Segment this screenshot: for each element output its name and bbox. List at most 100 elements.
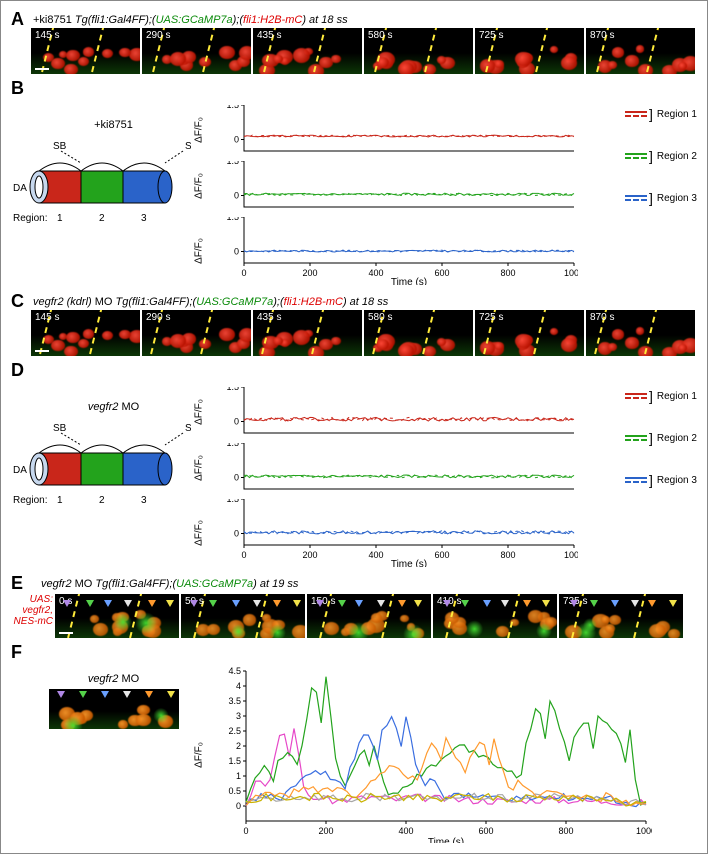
svg-text:0: 0 [241, 268, 246, 278]
svg-text:3: 3 [236, 711, 241, 721]
microscopy-frame [49, 689, 179, 729]
legend-label: Region 3 [657, 475, 697, 486]
arrowhead-marker [190, 600, 198, 607]
svg-text:3: 3 [141, 213, 147, 224]
svg-text:800: 800 [500, 550, 515, 560]
y-axis-label: ΔF/F₀ [194, 117, 205, 143]
y-axis-label: ΔF/F₀ [194, 742, 205, 768]
svg-text:Region:: Region: [13, 213, 47, 224]
microscopy-frame: 435 s [253, 28, 362, 74]
panel-f-title: vegfr2 MO [11, 673, 216, 685]
panel-f-chart: 00.511.522.533.544.502004006008001000Tim… [216, 667, 697, 843]
svg-text:2: 2 [236, 741, 241, 751]
svg-text:400: 400 [398, 826, 413, 836]
panel-a: A +ki8751 Tg(fli1:Gal4FF);(UAS:GCaMP7a);… [11, 9, 697, 74]
arrowhead-marker [523, 600, 531, 607]
microscopy-frame: 580 s [364, 28, 473, 74]
svg-text:0: 0 [234, 247, 239, 257]
arrowhead-marker [316, 600, 324, 607]
svg-text:2: 2 [99, 495, 105, 506]
microscopy-frame: 870 s [586, 28, 695, 74]
arrowhead-marker [167, 691, 175, 698]
svg-text:3.5: 3.5 [228, 696, 241, 706]
svg-text:0: 0 [241, 550, 246, 560]
svg-text:1.5: 1.5 [226, 387, 239, 392]
svg-text:DA: DA [13, 183, 27, 194]
panel-d: D vegfr2 MO SBSBDARegion:123 ΔF/F₀01.5ΔF… [11, 360, 697, 567]
panel-e-side-label: UAS: vegfr2, NES-mC [11, 592, 55, 627]
panel-c-label: C [11, 291, 24, 311]
svg-text:600: 600 [434, 268, 449, 278]
svg-text:SB: SB [53, 423, 67, 434]
arrowhead-marker [145, 691, 153, 698]
svg-text:0: 0 [236, 801, 241, 811]
trace-chart: 01.502004006008001000Time (s) [216, 499, 578, 567]
svg-text:Region:: Region: [13, 495, 47, 506]
y-axis-label: ΔF/F₀ [194, 238, 205, 264]
svg-text:SB: SB [53, 141, 67, 152]
legend-label: Region 2 [657, 151, 697, 162]
microscopy-frame: 290 s [142, 310, 251, 356]
arrowhead-marker [611, 600, 619, 607]
arrowhead-marker [63, 600, 71, 607]
arrowhead-marker [570, 600, 578, 607]
trace-chart: 01.502004006008001000Time (s) [216, 217, 578, 285]
frame-time: 435 s [257, 312, 281, 323]
arrowhead-marker [57, 691, 65, 698]
y-axis-label: ΔF/F₀ [194, 520, 205, 546]
arrowhead-marker [355, 600, 363, 607]
legend-label: Region 2 [657, 433, 697, 444]
svg-text:200: 200 [302, 550, 317, 560]
svg-text:0.5: 0.5 [228, 786, 241, 796]
svg-text:3: 3 [141, 495, 147, 506]
frame-time: 725 s [479, 30, 503, 41]
microscopy-frame: 0 s [55, 594, 179, 638]
arrowhead-marker [209, 600, 217, 607]
svg-text:1: 1 [236, 771, 241, 781]
panel-b-charts: ΔF/F₀01.5ΔF/F₀01.5ΔF/F₀01.50200400600800… [216, 105, 625, 285]
svg-text:600: 600 [478, 826, 493, 836]
microscopy-frame: 435 s [253, 310, 362, 356]
svg-text:400: 400 [368, 550, 383, 560]
panel-e: E vegfr2 MO Tg(fli1:Gal4FF);(UAS:GCaMP7a… [11, 573, 697, 638]
trace-chart: 01.5 [216, 161, 578, 211]
legend-label: Region 1 [657, 109, 697, 120]
frame-time: 580 s [368, 30, 392, 41]
svg-text:1: 1 [57, 495, 63, 506]
trace-chart: 01.5 [216, 105, 578, 155]
arrowhead-marker [398, 600, 406, 607]
panel-d-charts: ΔF/F₀01.5ΔF/F₀01.5ΔF/F₀01.50200400600800… [216, 387, 625, 567]
arrowhead-marker [124, 600, 132, 607]
svg-text:4.5: 4.5 [228, 667, 241, 676]
arrowhead-marker [232, 600, 240, 607]
svg-text:Time (s): Time (s) [391, 559, 427, 567]
figure: A +ki8751 Tg(fli1:Gal4FF);(UAS:GCaMP7a);… [0, 0, 708, 854]
frame-time: 870 s [590, 30, 614, 41]
svg-text:1000: 1000 [564, 550, 578, 560]
svg-text:1.5: 1.5 [228, 756, 241, 766]
svg-text:1.5: 1.5 [226, 161, 239, 166]
arrowhead-marker [273, 600, 281, 607]
da-diagram: SBSBDARegion:123 [11, 137, 191, 227]
panel-b-legend: ] Region 1] Region 2] Region 3 [625, 105, 697, 235]
arrowhead-marker [443, 600, 451, 607]
panel-c: C vegfr2 (kdrl) MO Tg(fli1:Gal4FF);(UAS:… [11, 291, 697, 356]
panel-d-legend: ] Region 1] Region 2] Region 3 [625, 387, 697, 517]
panel-f-label: F [11, 642, 22, 662]
microscopy-frame: 145 s [31, 28, 140, 74]
panel-e-title: vegfr2 MO Tg(fli1:Gal4FF);(UAS:GCaMP7a) … [41, 578, 697, 590]
arrowhead-marker [86, 600, 94, 607]
svg-text:0: 0 [234, 417, 239, 427]
frame-time: 145 s [35, 312, 59, 323]
frame-time: 870 s [590, 312, 614, 323]
panel-a-strip: 145 s290 s435 s580 s725 s870 s [31, 28, 697, 74]
svg-text:2.5: 2.5 [228, 726, 241, 736]
svg-text:SB: SB [185, 141, 191, 152]
y-axis-label: ΔF/F₀ [194, 173, 205, 199]
arrowhead-marker [648, 600, 656, 607]
svg-text:1000: 1000 [636, 826, 652, 836]
frame-time: 145 s [35, 30, 59, 41]
panel-b: B +ki8751 SBSBDARegion:123 ΔF/F₀01.5ΔF/F… [11, 78, 697, 285]
scale-bar [35, 350, 49, 352]
arrowhead-marker [148, 600, 156, 607]
